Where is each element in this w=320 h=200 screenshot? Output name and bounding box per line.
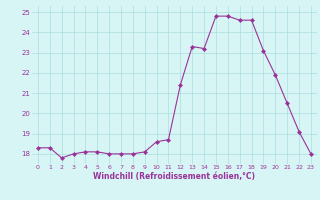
X-axis label: Windchill (Refroidissement éolien,°C): Windchill (Refroidissement éolien,°C) <box>93 172 255 181</box>
